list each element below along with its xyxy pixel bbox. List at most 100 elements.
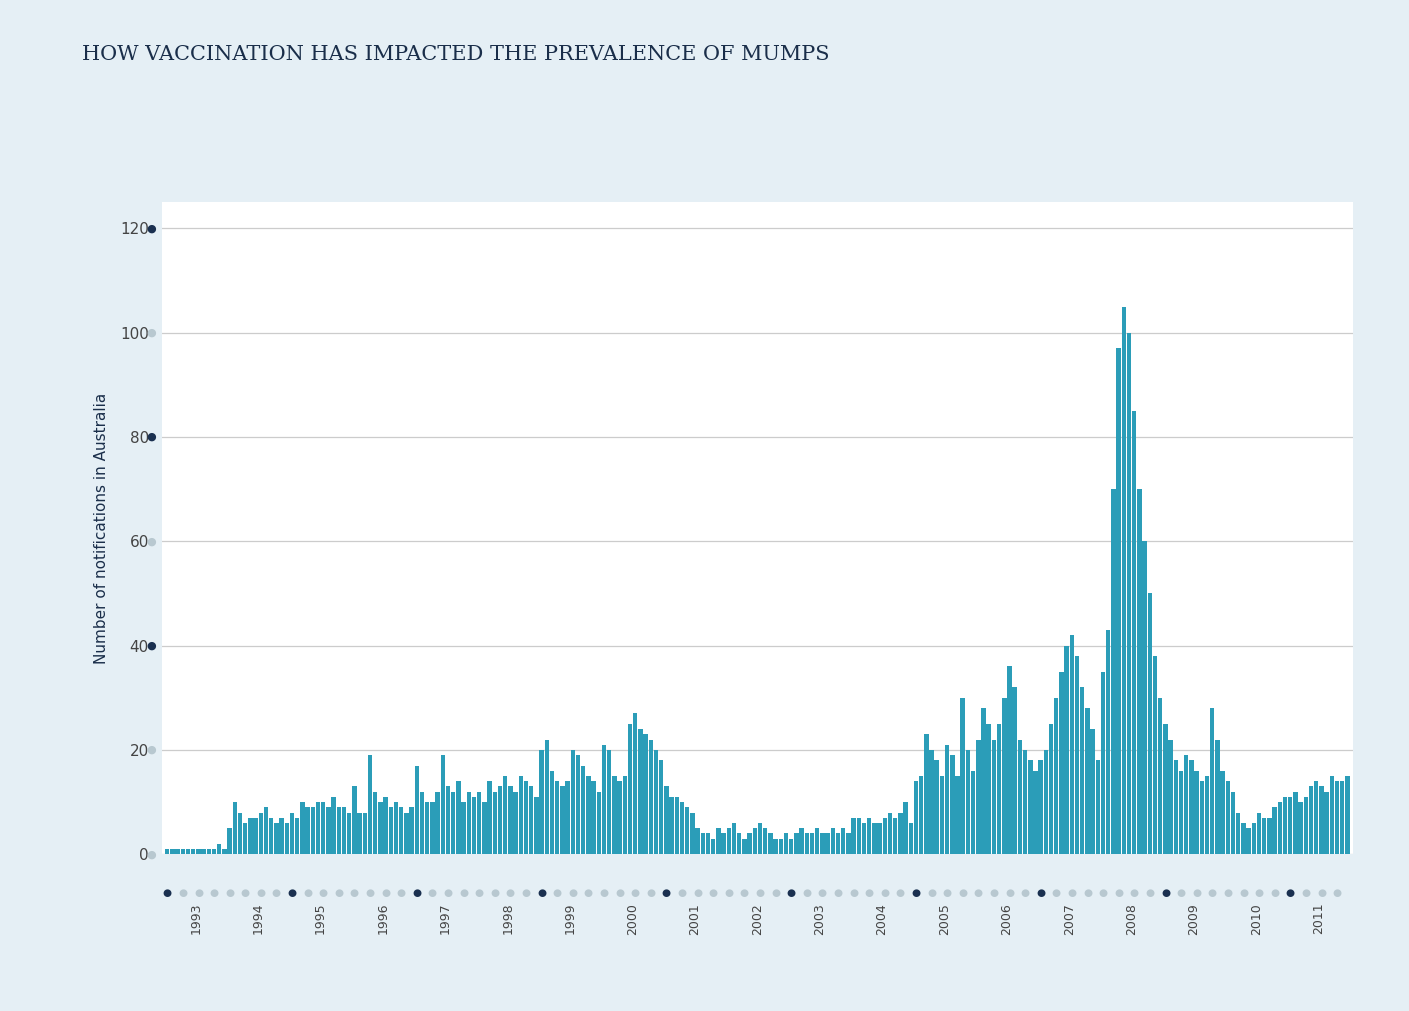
Bar	[1148, 593, 1153, 854]
Text: ●: ●	[147, 536, 155, 546]
Bar	[561, 787, 565, 854]
Bar	[1199, 782, 1205, 854]
Bar	[814, 828, 820, 854]
Bar	[685, 808, 689, 854]
Text: 2010: 2010	[1250, 903, 1262, 934]
Bar	[399, 808, 403, 854]
Bar	[196, 849, 200, 854]
Bar	[847, 833, 851, 854]
Bar	[1127, 333, 1131, 854]
Text: 2009: 2009	[1188, 903, 1200, 934]
Bar	[1033, 770, 1037, 854]
Text: ●: ●	[287, 888, 296, 898]
Text: ●: ●	[1270, 888, 1279, 898]
Bar	[998, 724, 1002, 854]
Bar	[1220, 770, 1224, 854]
Text: ●: ●	[147, 328, 155, 338]
Bar	[1029, 760, 1033, 854]
Bar	[1278, 802, 1282, 854]
Bar	[493, 792, 497, 854]
Bar	[316, 802, 320, 854]
Bar	[211, 849, 216, 854]
Bar	[878, 823, 882, 854]
Bar	[986, 724, 991, 854]
Bar	[227, 828, 232, 854]
Text: ●: ●	[521, 888, 530, 898]
Bar	[648, 739, 652, 854]
Bar	[1179, 770, 1184, 854]
Bar	[1085, 709, 1089, 854]
Bar	[1189, 760, 1193, 854]
Bar	[810, 833, 814, 854]
Text: ●: ●	[1099, 888, 1107, 898]
Bar	[1002, 698, 1006, 854]
Text: ●: ●	[1005, 888, 1014, 898]
Bar	[451, 792, 455, 854]
Bar	[327, 808, 331, 854]
Text: ●: ●	[817, 888, 827, 898]
Bar	[1288, 797, 1292, 854]
Bar	[342, 808, 347, 854]
Bar	[695, 828, 700, 854]
Bar	[1231, 792, 1236, 854]
Bar	[555, 782, 559, 854]
Text: ●: ●	[693, 888, 702, 898]
Bar	[1075, 656, 1079, 854]
Bar	[1023, 750, 1027, 854]
Bar	[1143, 541, 1147, 854]
Bar	[783, 833, 788, 854]
Bar	[201, 849, 206, 854]
Bar	[457, 782, 461, 854]
Bar	[965, 750, 971, 854]
Text: ●: ●	[147, 432, 155, 442]
Bar	[1272, 808, 1277, 854]
Bar	[488, 782, 492, 854]
Bar	[1048, 724, 1054, 854]
Bar	[607, 750, 612, 854]
Bar	[955, 776, 960, 854]
Bar	[1158, 698, 1162, 854]
Bar	[1330, 776, 1334, 854]
Bar	[1293, 792, 1298, 854]
Bar	[1137, 489, 1141, 854]
Bar	[971, 770, 975, 854]
Text: ●: ●	[1020, 888, 1030, 898]
Bar	[383, 797, 387, 854]
Bar	[654, 750, 658, 854]
Bar	[581, 765, 585, 854]
Text: ●: ●	[334, 888, 344, 898]
Bar	[1184, 755, 1188, 854]
Bar	[867, 818, 871, 854]
Bar	[269, 818, 273, 854]
Bar	[410, 808, 414, 854]
Text: ●: ●	[1115, 888, 1123, 898]
Bar	[762, 828, 768, 854]
Bar	[1044, 750, 1048, 854]
Bar	[789, 839, 793, 854]
Bar	[1106, 630, 1110, 854]
Bar	[186, 849, 190, 854]
Bar	[170, 849, 175, 854]
Bar	[862, 823, 867, 854]
Text: 1998: 1998	[502, 903, 514, 934]
Bar	[389, 808, 393, 854]
Bar	[945, 745, 950, 854]
Bar	[393, 802, 399, 854]
Bar	[165, 849, 169, 854]
Bar	[1017, 739, 1022, 854]
Bar	[461, 802, 466, 854]
Bar	[1038, 760, 1043, 854]
Bar	[805, 833, 809, 854]
Bar	[826, 833, 830, 854]
Bar	[358, 813, 362, 854]
Text: ●: ●	[958, 888, 967, 898]
Text: ●: ●	[194, 888, 203, 898]
Bar	[1324, 792, 1329, 854]
Text: ●: ●	[241, 888, 249, 898]
Bar	[1340, 782, 1344, 854]
Bar	[576, 755, 581, 854]
Bar	[1081, 687, 1085, 854]
Bar	[1122, 306, 1126, 854]
Text: ●: ●	[380, 888, 390, 898]
Bar	[774, 839, 778, 854]
